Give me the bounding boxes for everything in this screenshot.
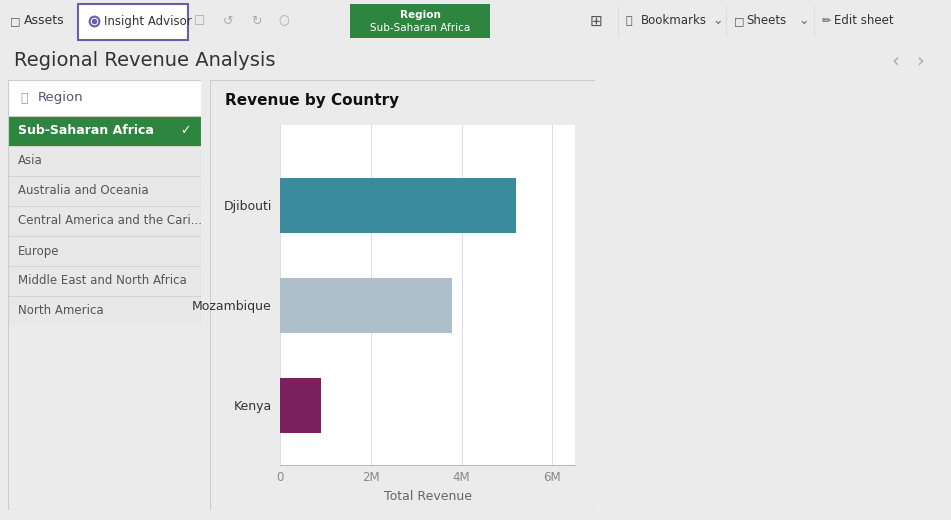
Bar: [8, 236, 201, 266]
X-axis label: Total Revenue: Total Revenue: [383, 490, 472, 503]
Text: ✏: ✏: [822, 16, 831, 26]
Text: Middle East and North Africa: Middle East and North Africa: [18, 275, 186, 288]
Bar: [8, 146, 201, 176]
Text: ⌄: ⌄: [798, 15, 808, 28]
Text: ↻: ↻: [251, 15, 262, 28]
Bar: [350, 4, 490, 38]
Text: ☐: ☐: [194, 15, 205, 28]
Text: Assets: Assets: [24, 15, 65, 28]
Bar: [8, 116, 201, 146]
Text: Region: Region: [399, 10, 440, 20]
Text: Sheets: Sheets: [746, 15, 786, 28]
Text: Australia and Oceania: Australia and Oceania: [18, 185, 148, 198]
Text: Regional Revenue Analysis: Regional Revenue Analysis: [14, 51, 276, 71]
Text: ○: ○: [279, 15, 289, 28]
Text: Europe: Europe: [18, 244, 60, 257]
Text: ↺: ↺: [223, 15, 233, 28]
Text: ✓: ✓: [181, 124, 191, 137]
Text: Region: Region: [38, 92, 84, 105]
Text: Sub-Saharan Africa: Sub-Saharan Africa: [370, 23, 470, 33]
Bar: [8, 206, 201, 236]
Text: Sub-Saharan Africa: Sub-Saharan Africa: [18, 124, 154, 137]
Text: ⊞: ⊞: [590, 14, 602, 29]
Text: 🔖: 🔖: [626, 16, 632, 26]
Bar: [8, 296, 201, 326]
Text: 🔍: 🔍: [20, 92, 28, 105]
Bar: [8, 176, 201, 206]
Text: ‹: ‹: [891, 51, 899, 71]
Text: North America: North America: [18, 305, 104, 318]
FancyBboxPatch shape: [78, 4, 188, 40]
Text: Asia: Asia: [18, 154, 43, 167]
Bar: [280, 278, 453, 332]
Text: Bookmarks: Bookmarks: [641, 15, 707, 28]
Bar: [8, 266, 201, 296]
Text: ⌄: ⌄: [712, 15, 723, 28]
Text: Edit sheet: Edit sheet: [834, 15, 894, 28]
Bar: [280, 177, 516, 232]
Bar: [8, 80, 201, 116]
Text: ›: ›: [916, 51, 923, 71]
Bar: [280, 378, 320, 433]
Text: □: □: [10, 16, 21, 26]
Text: □: □: [734, 16, 745, 26]
Text: Central America and the Cari...: Central America and the Cari...: [18, 214, 202, 228]
Text: Revenue by Country: Revenue by Country: [225, 93, 399, 108]
Text: Insight Advisor: Insight Advisor: [104, 15, 192, 28]
